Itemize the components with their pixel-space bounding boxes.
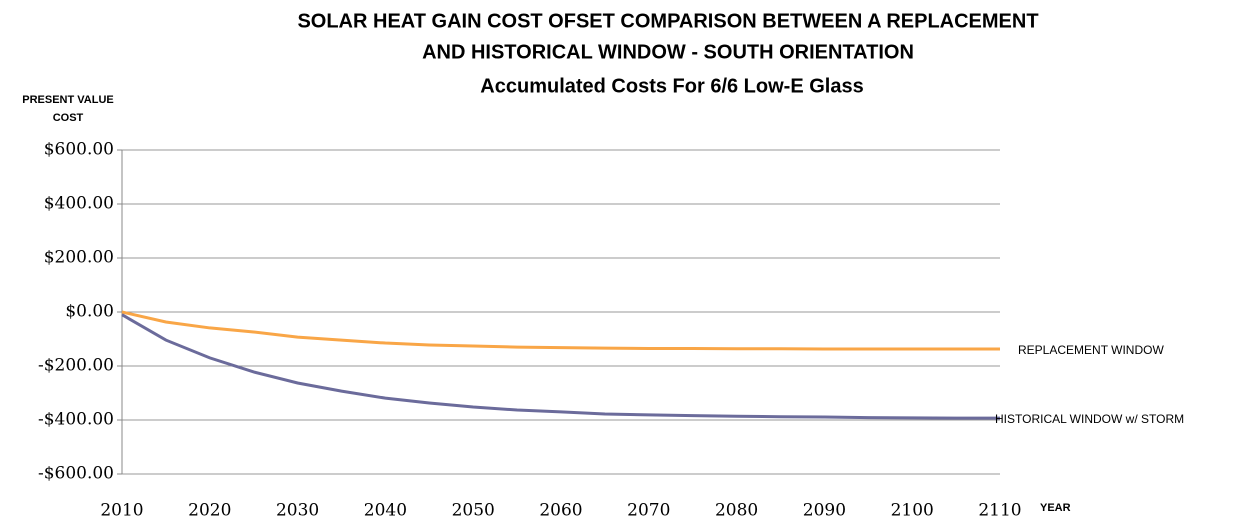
x-axis-label: YEAR (1040, 502, 1071, 514)
x-tick-label: 2070 (627, 501, 670, 521)
x-tick-label: 2090 (803, 501, 846, 521)
series-line (121, 310, 1000, 351)
y-tick-label: $200.00 (44, 248, 114, 268)
chart-title: SOLAR HEAT GAIN COST OFSET COMPARISON BE… (297, 10, 1038, 32)
x-tick-label: 2030 (276, 501, 319, 521)
x-tick-label: 2050 (452, 501, 495, 521)
series-label: HISTORICAL WINDOW w/ STORM (995, 412, 1184, 426)
series-label: REPLACEMENT WINDOW (1018, 343, 1164, 357)
x-tick-label: 2060 (539, 501, 582, 521)
chart-title: Accumulated Costs For 6/6 Low-E Glass (480, 75, 863, 97)
y-axis-label: COST (53, 112, 84, 124)
x-tick-label: 2040 (364, 501, 407, 521)
y-tick-label: -$600.00 (38, 464, 114, 484)
series-line (121, 313, 1000, 420)
y-tick-label: $600.00 (44, 140, 114, 160)
x-tick-label: 2080 (715, 501, 758, 521)
y-tick-label: $0.00 (65, 302, 114, 322)
y-tick-label: -$400.00 (38, 410, 114, 430)
y-tick-label: -$200.00 (38, 356, 114, 376)
y-tick-label: $400.00 (44, 194, 114, 214)
x-tick-label: 2020 (188, 501, 231, 521)
x-tick-label: 2110 (978, 501, 1021, 521)
x-tick-label: 2100 (891, 501, 934, 521)
y-axis-label: PRESENT VALUE (22, 94, 113, 106)
x-tick-label: 2010 (100, 501, 143, 521)
chart-title: AND HISTORICAL WINDOW - SOUTH ORIENTATIO… (422, 41, 914, 63)
